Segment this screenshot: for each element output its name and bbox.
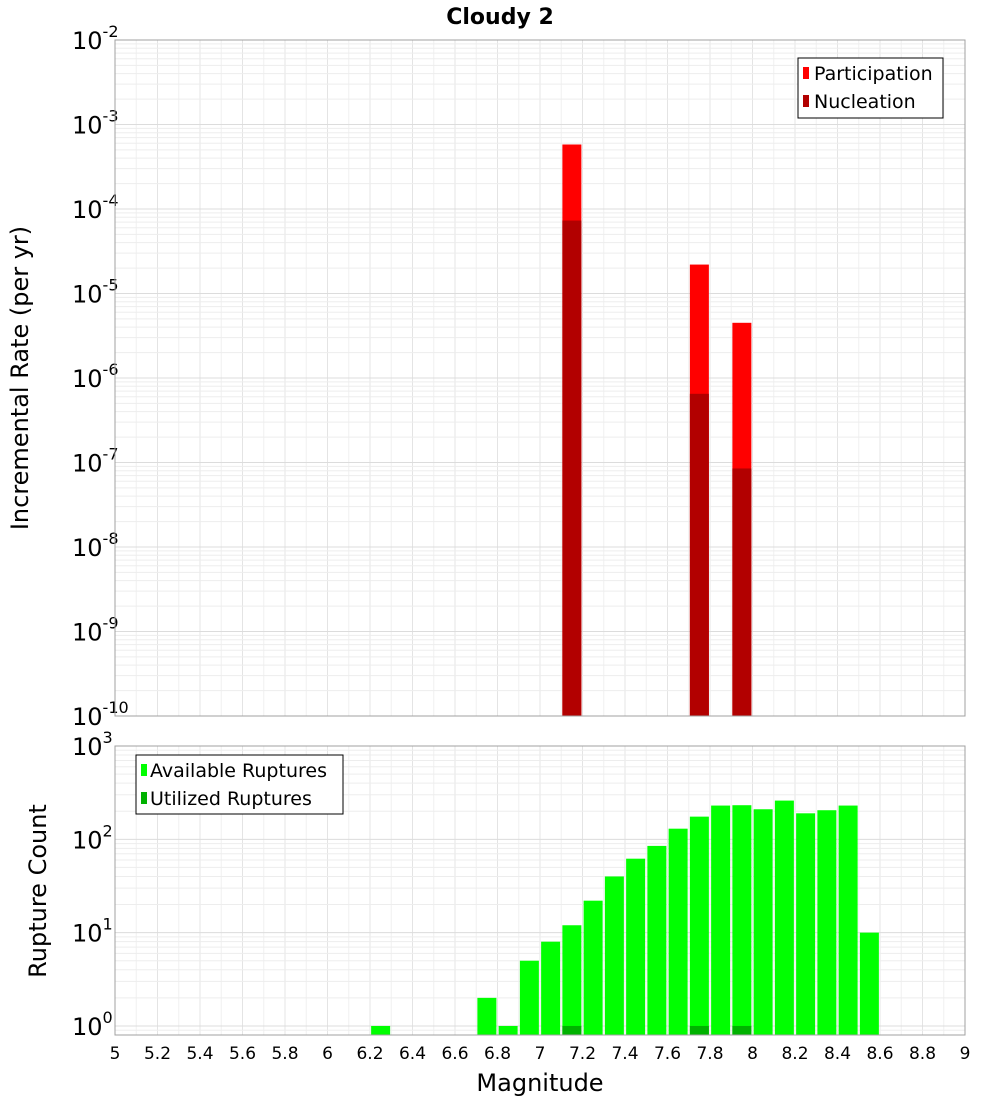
- chart-title: Cloudy 2: [446, 5, 554, 30]
- y-tick-label: 10-8: [72, 529, 119, 562]
- x-tick-label: 6.4: [399, 1044, 426, 1064]
- x-tick-label: 7: [535, 1044, 546, 1064]
- rate-legend-box: [797, 57, 944, 119]
- bar-available-ruptures: [689, 816, 709, 1035]
- bar-available-ruptures: [604, 876, 624, 1035]
- rate-bars: [562, 144, 752, 716]
- bar-available-ruptures: [817, 810, 837, 1035]
- count-legend-box: [135, 754, 344, 815]
- bar-nucleation: [689, 393, 709, 716]
- bar-nucleation: [732, 468, 752, 716]
- legend-label-participation: Participation: [814, 63, 933, 85]
- x-tick-label: 5.2: [144, 1044, 171, 1064]
- x-tick-label: 8.8: [909, 1044, 936, 1064]
- x-tick-label: 9: [960, 1044, 971, 1064]
- bar-available-ruptures: [562, 925, 582, 1035]
- x-tick-label: 7.2: [569, 1044, 596, 1064]
- x-tick-label: 7.8: [696, 1044, 723, 1064]
- legend-swatch-utilized: [141, 792, 147, 804]
- count-y-axis-label: Rupture Count: [24, 804, 52, 978]
- rate-plot-border: [114, 39, 966, 717]
- count-bars: [371, 800, 879, 1035]
- y-tick-label: 10-9: [72, 614, 119, 647]
- y-tick-label: 10-7: [72, 445, 119, 478]
- x-tick-label: 7.6: [654, 1044, 681, 1064]
- legend-label-utilized: Utilized Ruptures: [150, 788, 312, 810]
- rate-y-axis-label: Incremental Rate (per yr): [6, 226, 34, 530]
- rate-gridlines: [114, 39, 966, 717]
- bar-available-ruptures: [498, 1025, 518, 1035]
- y-tick-label: 103: [72, 728, 113, 761]
- y-tick-label: 101: [72, 915, 113, 948]
- x-tick-label: 8: [747, 1044, 758, 1064]
- bar-available-ruptures: [519, 960, 539, 1035]
- bar-utilized-ruptures: [689, 1025, 709, 1035]
- x-tick-label: 5.8: [271, 1044, 298, 1064]
- count-plot-border: [114, 745, 966, 1036]
- x-tick-label: 7.4: [611, 1044, 638, 1064]
- legend-label-nucleation: Nucleation: [814, 91, 916, 113]
- legend-label-available: Available Ruptures: [150, 760, 327, 782]
- x-tick-label: 5: [110, 1044, 121, 1064]
- x-tick-label: 6: [322, 1044, 333, 1064]
- x-tick-label: 8.2: [781, 1044, 808, 1064]
- x-tick-label: 5.4: [186, 1044, 213, 1064]
- bar-available-ruptures: [583, 900, 603, 1035]
- bar-available-ruptures: [774, 800, 794, 1035]
- legend-swatch-available: [141, 764, 147, 776]
- y-tick-label: 10-4: [72, 191, 119, 224]
- bar-nucleation: [562, 220, 582, 716]
- x-tick-label: 6.2: [356, 1044, 383, 1064]
- y-tick-label: 100: [72, 1008, 113, 1041]
- x-tick-label: 5.6: [229, 1044, 256, 1064]
- bar-available-ruptures: [371, 1025, 391, 1035]
- count-x-ticks: 5 5.2 5.4 5.6 5.8 6 6.2 6.4 6.6 6.8 7 7.2 7.4 7.6 7.8 8…: [110, 1044, 971, 1064]
- bar-available-ruptures: [732, 805, 752, 1035]
- x-tick-label: 6.6: [441, 1044, 468, 1064]
- count-legend: Available Ruptures Utilized Ruptures: [135, 754, 344, 815]
- x-tick-label: 8.6: [866, 1044, 893, 1064]
- count-panel: 100 101 102 103 5 5.2 5.4 5.6 5.8 6 6.2 6.4 6.6 6.8 7…: [24, 728, 970, 1097]
- bar-available-ruptures: [838, 805, 858, 1035]
- bar-available-ruptures: [541, 941, 561, 1035]
- bar-available-ruptures: [753, 809, 773, 1035]
- bar-available-ruptures: [668, 828, 688, 1035]
- bar-utilized-ruptures: [732, 1025, 752, 1035]
- count-y-ticks: 100 101 102 103: [72, 728, 113, 1041]
- bar-available-ruptures: [859, 932, 879, 1035]
- y-tick-label: 10-5: [72, 276, 119, 309]
- x-axis-label: Magnitude: [476, 1069, 603, 1097]
- bar-available-ruptures: [647, 845, 667, 1035]
- bar-available-ruptures: [477, 997, 497, 1035]
- rate-panel: 10-10 10-9 10-8 10-7 10-6 10-5 10-4 10-3 10-2 Cl…: [6, 5, 966, 731]
- x-tick-label: 6.8: [484, 1044, 511, 1064]
- bar-available-ruptures: [711, 805, 731, 1035]
- rate-legend: Participation Nucleation: [797, 57, 944, 119]
- legend-swatch-nucleation: [803, 95, 809, 107]
- y-tick-label: 10-6: [72, 360, 119, 393]
- bar-available-ruptures: [796, 813, 816, 1035]
- bar-utilized-ruptures: [562, 1025, 582, 1035]
- x-tick-label: 8.4: [824, 1044, 851, 1064]
- bar-available-ruptures: [626, 858, 646, 1035]
- y-tick-label: 102: [72, 821, 113, 854]
- y-tick-label: 10-3: [72, 107, 119, 140]
- legend-swatch-participation: [803, 67, 809, 79]
- y-tick-label: 10-10: [72, 698, 129, 731]
- y-tick-label: 10-2: [72, 22, 119, 55]
